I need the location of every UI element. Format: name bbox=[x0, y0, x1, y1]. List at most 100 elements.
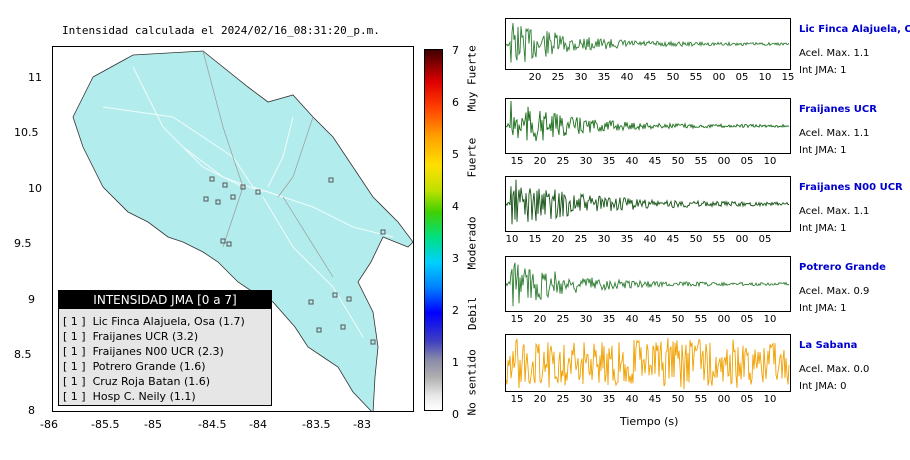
station-marker bbox=[215, 199, 221, 205]
trace-tick-label: 35 bbox=[602, 394, 616, 405]
trace-time-axis: 10 15 20 25 30 35 40 45 50 55 00 05 bbox=[505, 234, 791, 248]
station-marker bbox=[220, 238, 226, 244]
trace-tick-label: 10 bbox=[763, 314, 777, 325]
station-acel-max: Acel. Max. 1.1 bbox=[799, 206, 870, 217]
intensity-colorbar bbox=[424, 49, 443, 411]
colorbar-tick-label: 4 bbox=[452, 200, 459, 213]
trace-tick-label: 55 bbox=[694, 394, 708, 405]
trace-tick-label: 45 bbox=[648, 314, 662, 325]
trace-tick-label: 45 bbox=[648, 394, 662, 405]
station-marker bbox=[230, 194, 236, 200]
station-marker bbox=[209, 176, 215, 182]
trace-tick-label: 40 bbox=[625, 394, 639, 405]
trace-tick-label: 45 bbox=[666, 234, 680, 245]
trace-tick-label: 05 bbox=[735, 72, 749, 83]
trace-tick-label: 40 bbox=[620, 72, 634, 83]
station-marker bbox=[308, 299, 314, 305]
legend-row: [ 1 ] Hosp C. Neily (1.1) bbox=[63, 390, 196, 403]
trace-tick-label: 20 bbox=[533, 314, 547, 325]
trace-tick-label: 55 bbox=[694, 314, 708, 325]
trace-tick-label: 20 bbox=[533, 156, 547, 167]
trace-tick-label: 50 bbox=[689, 234, 703, 245]
legend-row: [ 1 ] Potrero Grande (1.6) bbox=[63, 360, 206, 373]
trace-tick-label: 10 bbox=[758, 72, 772, 83]
trace-tick-label: 20 bbox=[533, 394, 547, 405]
station-marker bbox=[203, 196, 209, 202]
map-y-tick-label: 10.5 bbox=[14, 126, 39, 139]
trace-tick-label: 40 bbox=[625, 314, 639, 325]
station-marker bbox=[328, 177, 334, 183]
trace-time-axis: 15 20 25 30 35 40 45 50 55 00 05 10 bbox=[505, 394, 791, 408]
station-marker bbox=[380, 229, 386, 235]
trace-tick-label: 10 bbox=[505, 234, 519, 245]
trace-time-axis: 15 20 25 30 35 40 45 50 55 00 05 10 bbox=[505, 314, 791, 328]
colorbar-level-label: Muy Fuerte bbox=[465, 45, 479, 112]
station-marker bbox=[370, 339, 376, 345]
trace-tick-label: 45 bbox=[648, 156, 662, 167]
station-int-jma: Int JMA: 1 bbox=[799, 145, 847, 156]
trace-tick-label: 00 bbox=[735, 234, 749, 245]
trace-tick-label: 25 bbox=[551, 72, 565, 83]
trace-tick-label: 15 bbox=[510, 394, 524, 405]
trace-tick-label: 05 bbox=[758, 234, 772, 245]
trace-tick-label: 05 bbox=[740, 156, 754, 167]
station-acel-max: Acel. Max. 1.1 bbox=[799, 48, 870, 59]
trace-tick-label: 40 bbox=[625, 156, 639, 167]
colorbar-level-label: No sentido bbox=[465, 349, 479, 416]
seismogram-panel bbox=[505, 98, 791, 154]
legend-row: [ 1 ] Lic Finca Alajuela, Osa (1.7) bbox=[63, 315, 245, 328]
trace-tick-label: 25 bbox=[556, 394, 570, 405]
station-acel-max: Acel. Max. 0.0 bbox=[799, 364, 870, 375]
trace-tick-label: 10 bbox=[763, 394, 777, 405]
trace-tick-label: 55 bbox=[712, 234, 726, 245]
legend-row: [ 1 ] Fraijanes UCR (3.2) bbox=[63, 330, 199, 343]
map-y-tick-label: 9 bbox=[28, 293, 35, 306]
colorbar-tick-label: 7 bbox=[452, 44, 459, 57]
seismogram-trace bbox=[506, 23, 790, 63]
trace-tick-label: 15 bbox=[510, 156, 524, 167]
colorbar-tick-label: 1 bbox=[452, 356, 459, 369]
map-y-tick-label: 11 bbox=[28, 71, 42, 84]
station-marker bbox=[332, 292, 338, 298]
station-marker bbox=[340, 324, 346, 330]
trace-tick-label: 50 bbox=[666, 72, 680, 83]
trace-tick-label: 30 bbox=[579, 156, 593, 167]
station-acel-max: Acel. Max. 1.1 bbox=[799, 128, 870, 139]
trace-tick-label: 35 bbox=[620, 234, 634, 245]
land-area bbox=[72, 50, 413, 411]
trace-time-axis: 20 25 30 35 40 45 50 55 00 05 10 15 bbox=[505, 72, 795, 86]
colorbar-tick-label: 2 bbox=[452, 304, 459, 317]
trace-tick-label: 15 bbox=[781, 72, 795, 83]
costa-rica-map bbox=[72, 50, 413, 411]
station-name: La Sabana bbox=[799, 340, 858, 351]
trace-tick-label: 00 bbox=[717, 394, 731, 405]
map-x-tick-label: -84.5 bbox=[198, 418, 227, 431]
seismogram-panel bbox=[505, 334, 791, 392]
trace-tick-label: 30 bbox=[597, 234, 611, 245]
trace-tick-label: 05 bbox=[740, 394, 754, 405]
trace-tick-label: 25 bbox=[574, 234, 588, 245]
time-axis-label: Tiempo (s) bbox=[620, 415, 679, 428]
station-marker bbox=[222, 182, 228, 188]
station-marker bbox=[255, 189, 261, 195]
trace-tick-label: 45 bbox=[643, 72, 657, 83]
seismogram-trace bbox=[506, 337, 790, 390]
trace-tick-label: 20 bbox=[551, 234, 565, 245]
colorbar-tick-label: 5 bbox=[452, 148, 459, 161]
map-x-tick-label: -86 bbox=[40, 418, 58, 431]
map-x-tick-label: -85 bbox=[144, 418, 162, 431]
trace-tick-label: 55 bbox=[694, 156, 708, 167]
intensity-legend: INTENSIDAD JMA [0 a 7] [ 1 ] Lic Finca A… bbox=[58, 290, 272, 406]
station-marker bbox=[346, 296, 352, 302]
trace-tick-label: 25 bbox=[556, 156, 570, 167]
colorbar-tick-label: 6 bbox=[452, 96, 459, 109]
seismogram-panel bbox=[505, 176, 791, 232]
map-y-tick-label: 9.5 bbox=[14, 237, 32, 250]
legend-row: [ 1 ] Cruz Roja Batan (1.6) bbox=[63, 375, 211, 388]
colorbar-level-label: Moderado bbox=[465, 216, 479, 270]
map-x-tick-label: -83.5 bbox=[302, 418, 331, 431]
station-marker bbox=[226, 241, 232, 247]
station-int-jma: Int JMA: 1 bbox=[799, 65, 847, 76]
trace-tick-label: 00 bbox=[717, 156, 731, 167]
trace-tick-label: 15 bbox=[510, 314, 524, 325]
